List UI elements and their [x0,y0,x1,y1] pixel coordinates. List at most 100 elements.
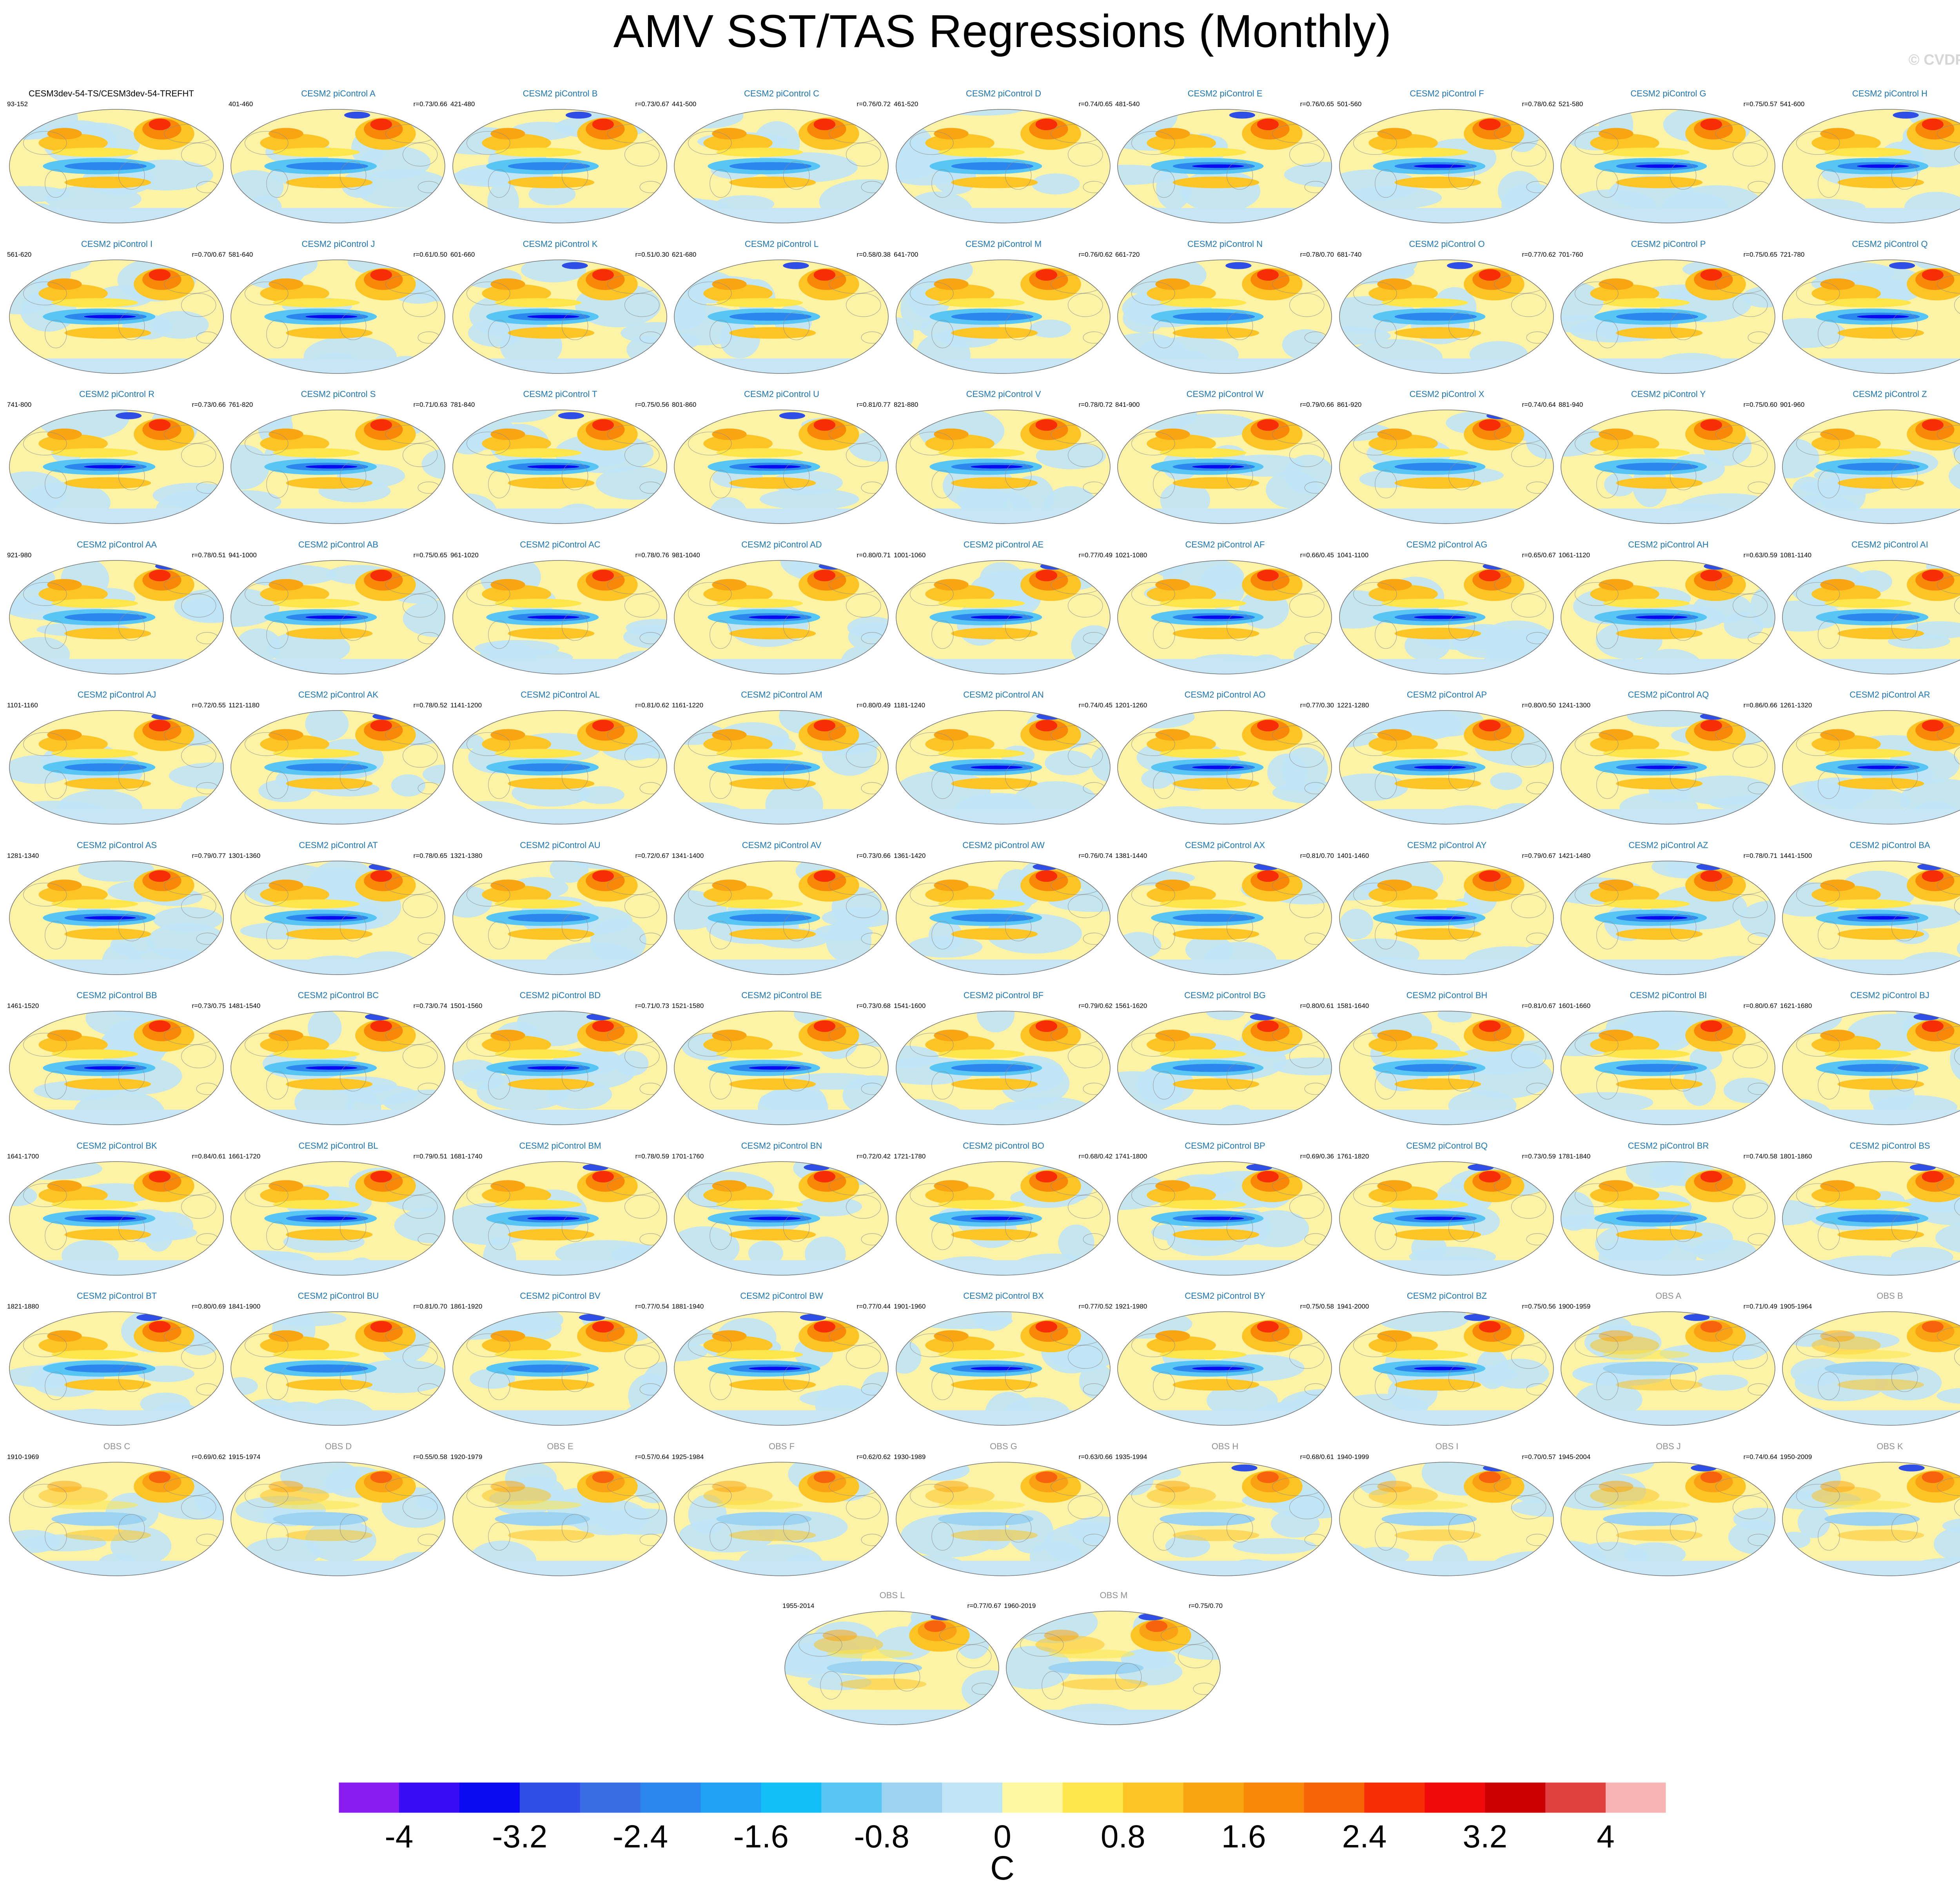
panel-title: CESM2 piControl BA [1849,840,1930,850]
map-panel: CESM2 piControl O 681-740 r=0.77/0.62 [1337,239,1557,378]
panel-years: 501-560 [1337,100,1362,108]
regression-map [452,259,667,374]
regression-map [1339,1462,1554,1576]
regression-map [674,560,889,674]
map-panel: CESM2 piControl AD 981-1040 r=0.80/0.71 [672,540,891,678]
panel-years: 1925-1984 [672,1453,704,1461]
panel-correlation: r=0.75/0.70 [1189,1602,1223,1610]
map-panel: OBS H 1935-1994 r=0.68/0.61 [1115,1441,1335,1580]
panel-title: CESM2 piControl C [744,89,819,98]
panel-title: OBS A [1655,1291,1682,1301]
panel-title: OBS M [1100,1590,1128,1600]
map-panel: CESM2 piControl BO 1721-1780 r=0.68/0.42 [894,1141,1113,1280]
regression-map [452,1462,667,1576]
panel-correlation: r=0.75/0.56 [635,401,670,408]
panel-correlation: r=0.71/0.63 [413,401,448,408]
panel-correlation: r=0.79/0.62 [1078,1002,1113,1010]
panel-correlation: r=0.80/0.61 [1300,1002,1334,1010]
panel-years: 1401-1460 [1337,852,1369,859]
panel-years: 881-940 [1559,401,1583,408]
panel-title: CESM2 piControl BG [1184,990,1266,1000]
panel-title: CESM2 piControl X [1409,389,1485,399]
colorbar-bin [1606,1782,1666,1813]
panel-correlation: r=0.65/0.67 [1522,551,1556,559]
panel-years: 801-860 [672,401,697,408]
panel-correlation: r=0.70/0.57 [1522,1453,1556,1461]
panel-years: 1201-1260 [1115,701,1147,709]
panel-title: OBS C [103,1441,131,1451]
regression-map [1782,1311,1960,1426]
panel-correlation: r=0.78/0.62 [1522,100,1556,108]
colorbar-unit-label: C [990,1849,1015,1887]
panel-title: CESM2 piControl AR [1849,690,1930,700]
panel-correlation: r=0.75/0.56 [1522,1303,1556,1310]
panel-correlation: r=0.77/0.49 [1078,551,1113,559]
panel-title: CESM2 piControl N [1187,239,1263,249]
colorbar-bin [1123,1782,1184,1813]
regression-map [9,109,224,223]
panel-correlation: r=0.75/0.60 [1743,401,1778,408]
panel-correlation: r=0.73/0.74 [413,1002,448,1010]
panel-title: CESM2 piControl AW [962,840,1045,850]
panel-years: 1905-1964 [1780,1303,1812,1310]
colorbar-bin [761,1782,822,1813]
map-panel: CESM2 piControl BU 1841-1900 r=0.81/0.70 [229,1291,448,1430]
map-panel: CESM2 piControl D 461-520 r=0.74/0.65 [894,89,1113,227]
panel-correlation: r=0.81/0.77 [857,401,891,408]
panel-years: 1955-2014 [782,1602,815,1610]
panel-title: CESM2 piControl BM [519,1141,601,1151]
map-panel: CESM2 piControl AA 921-980 r=0.78/0.51 [7,540,227,678]
panel-years: 561-620 [7,251,32,258]
panel-correlation: r=0.81/0.67 [1522,1002,1556,1010]
panel-years: 1161-1220 [672,701,704,709]
regression-map [674,710,889,825]
panel-years: 661-720 [1115,251,1140,258]
panel-correlation: r=0.78/0.70 [1300,251,1334,258]
colorbar-bin [1243,1782,1305,1813]
regression-map [1339,1161,1554,1276]
panel-years: 901-960 [1780,401,1805,408]
panel-correlation: r=0.77/0.54 [635,1303,670,1310]
regression-map [452,109,667,223]
map-panel: CESM2 piControl BN 1701-1760 r=0.72/0.42 [672,1141,891,1280]
panel-correlation: r=0.78/0.65 [413,852,448,859]
panel-title: CESM2 piControl T [523,389,597,399]
panel-title: CESM2 piControl L [744,239,819,249]
panel-years: 821-880 [894,401,918,408]
regression-map [1561,1011,1775,1125]
map-panel: CESM2 piControl BG 1561-1620 r=0.80/0.61 [1115,990,1335,1129]
regression-map [896,109,1111,223]
regression-map [230,1161,445,1276]
colorbar-bin [519,1782,581,1813]
regression-map [230,410,445,524]
panel-title: CESM3dev-54-TS/CESM3dev-54-TREFHT [29,89,194,98]
panel-years: 1661-1720 [229,1153,261,1160]
regression-map [230,560,445,674]
panel-years: 1901-1960 [894,1303,926,1310]
panel-correlation: r=0.75/0.57 [1743,100,1778,108]
regression-map [896,1462,1111,1576]
panel-title: CESM2 piControl AZ [1628,840,1708,850]
regression-map [9,710,224,825]
panel-years: 1701-1760 [672,1153,704,1160]
panel-years: 1301-1360 [229,852,261,859]
map-panel: CESM2 piControl AU 1321-1380 r=0.72/0.67 [450,840,670,979]
regression-map [1782,1011,1960,1125]
colorbar-bin [1062,1782,1123,1813]
panel-title: CESM2 piControl AF [1185,540,1265,549]
panel-title: CESM2 piControl AE [963,540,1044,549]
panel-title: CESM2 piControl AI [1851,540,1928,549]
regression-map [896,710,1111,825]
regression-map [784,1611,999,1725]
panel-years: 1761-1820 [1337,1153,1369,1160]
colorbar-bin [882,1782,942,1813]
panel-title: CESM2 piControl E [1187,89,1263,98]
panel-years: 1601-1660 [1559,1002,1591,1010]
colorbar-bin [701,1782,761,1813]
panel-title: CESM2 piControl BV [520,1291,601,1301]
panel-title: CESM2 piControl AY [1407,840,1487,850]
